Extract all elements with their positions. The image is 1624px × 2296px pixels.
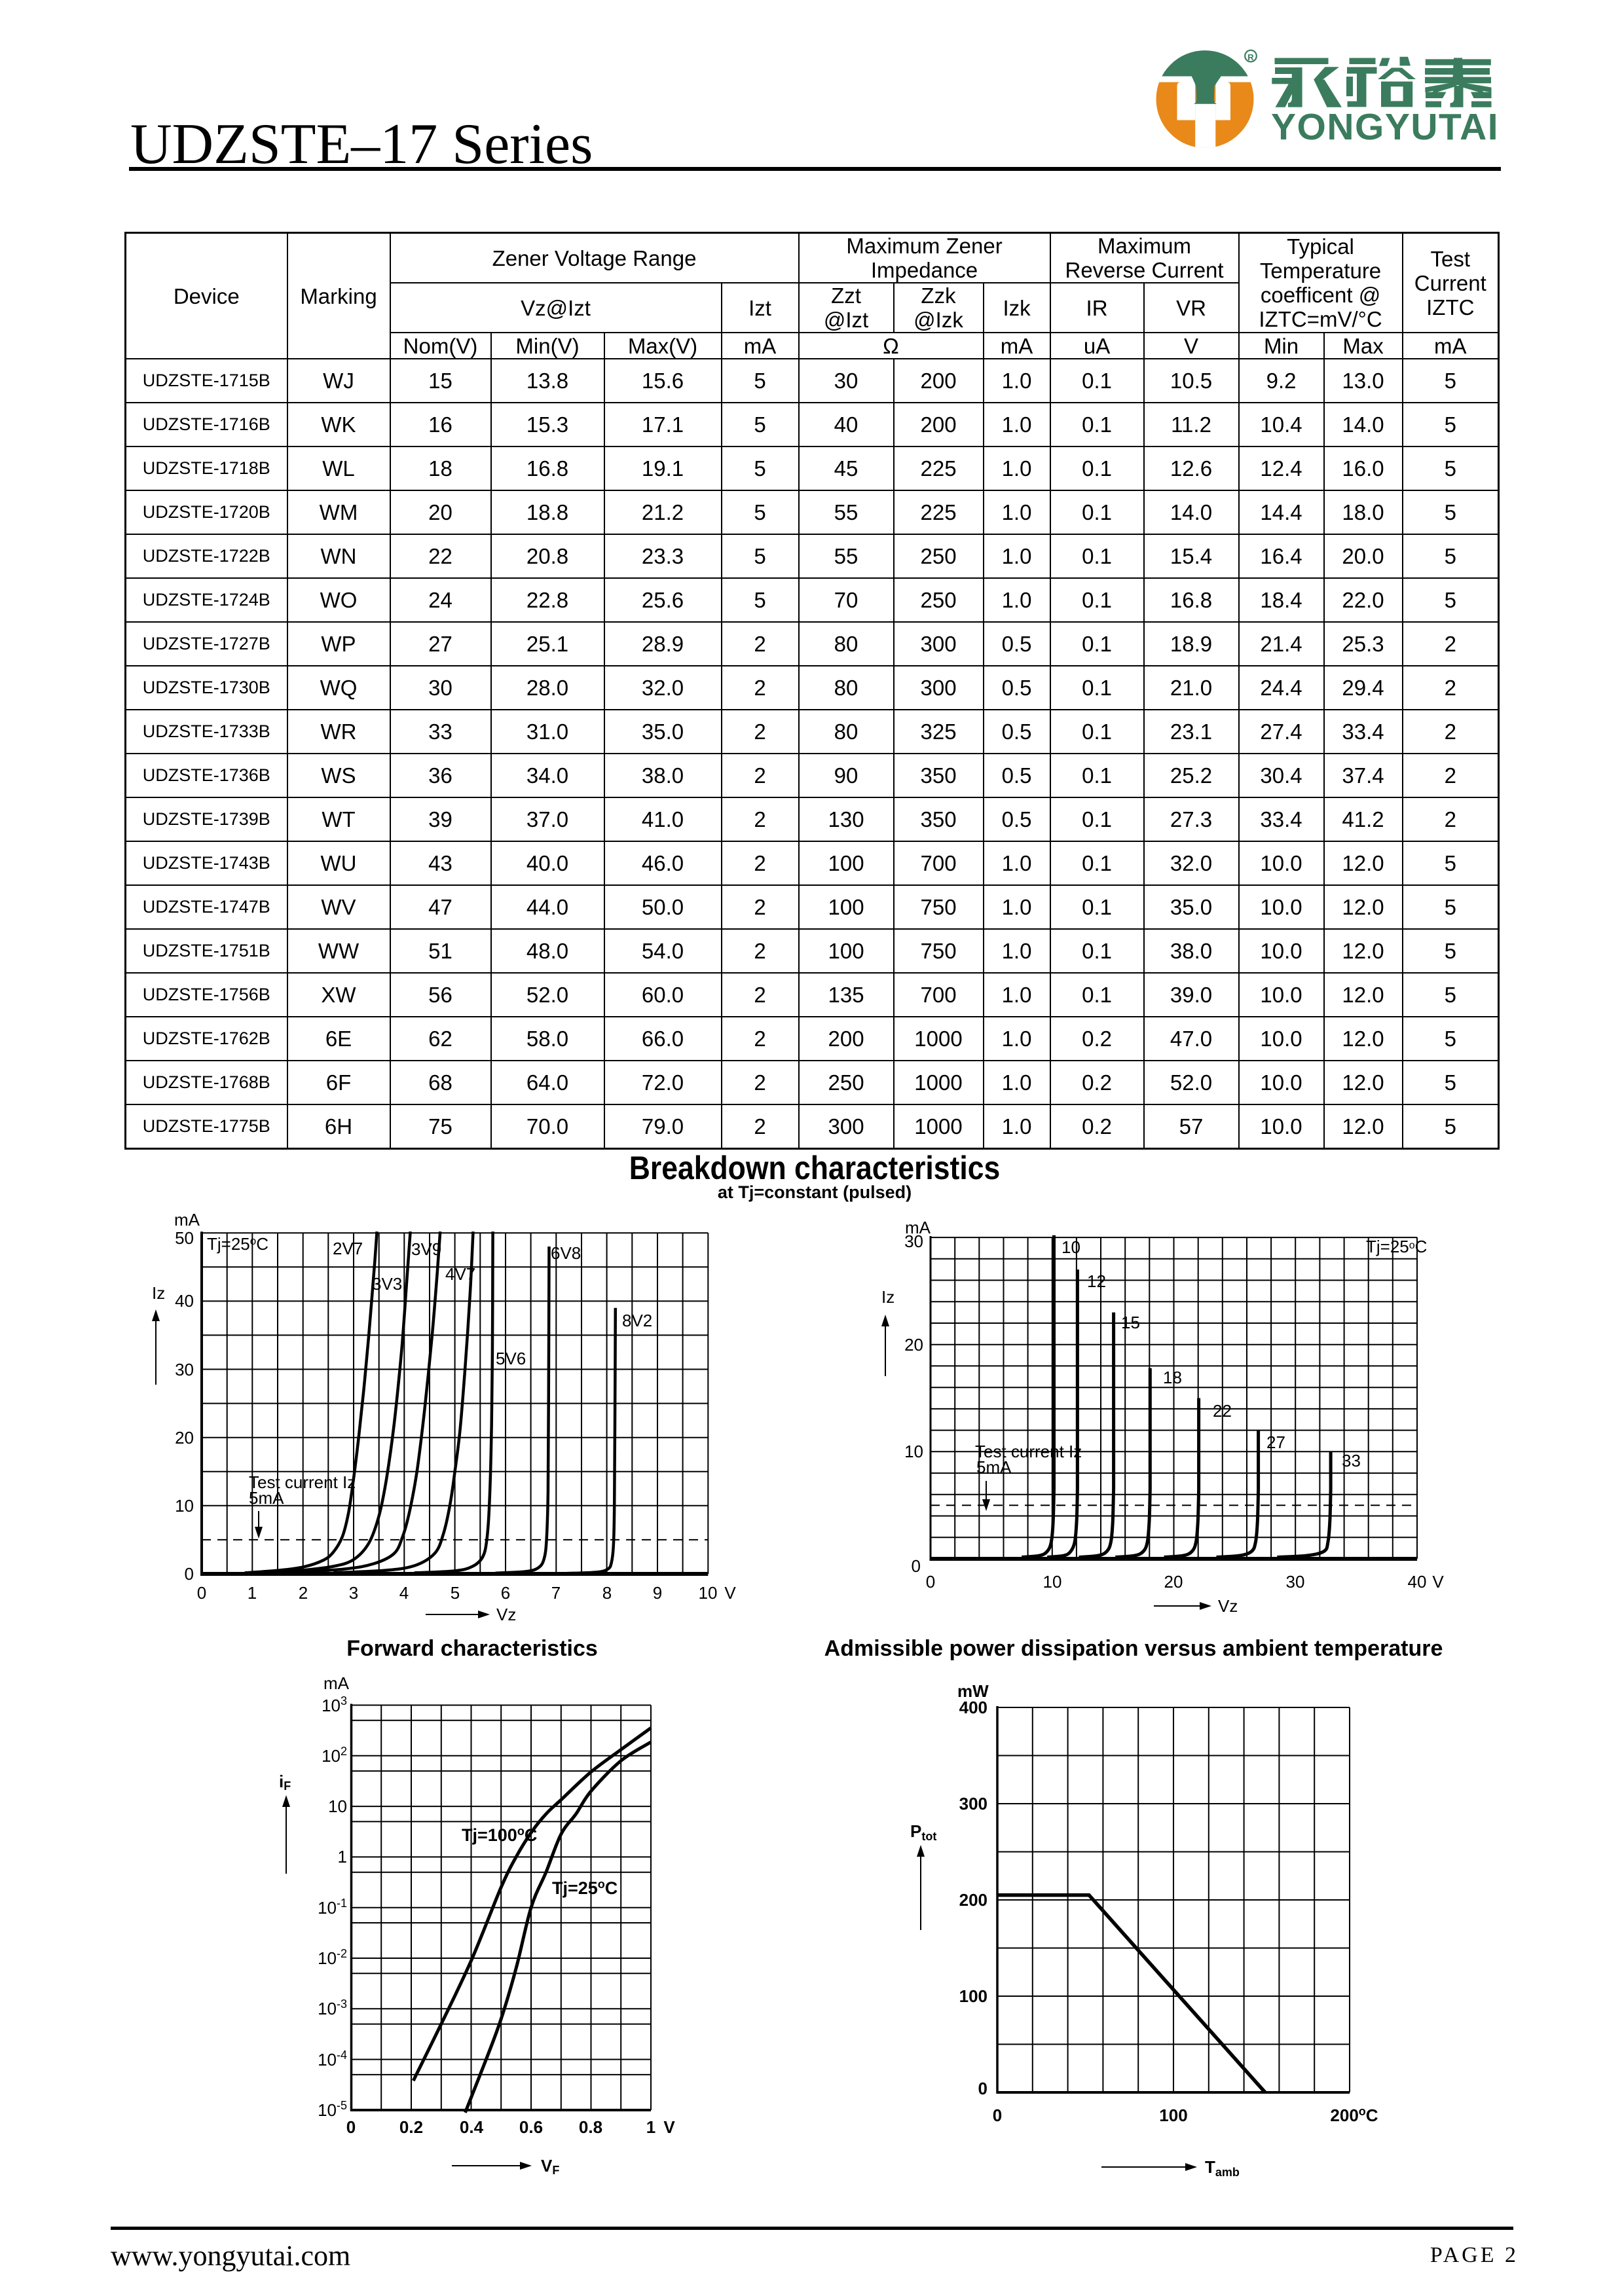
svg-text:5V6: 5V6 [496, 1349, 526, 1368]
svg-text:10: 10 [328, 1796, 347, 1816]
svg-text:27: 27 [1266, 1432, 1285, 1452]
svg-text:mA: mA [905, 1218, 931, 1237]
svg-text:10-5: 10-5 [318, 2099, 347, 2120]
svg-text:Ptot: Ptot [910, 1821, 936, 1843]
svg-text:1: 1 [646, 2117, 655, 2137]
svg-text:102: 102 [322, 1745, 347, 1766]
svg-text:10-4: 10-4 [318, 2049, 347, 2069]
svg-text:YONGYUTAI: YONGYUTAI [1271, 106, 1499, 148]
svg-text:12: 12 [1087, 1271, 1106, 1291]
svg-text:400: 400 [959, 1698, 987, 1717]
svg-text:10: 10 [699, 1583, 718, 1603]
svg-text:1: 1 [248, 1583, 257, 1603]
svg-text:8V2: 8V2 [622, 1311, 652, 1330]
svg-text:2V7: 2V7 [333, 1239, 363, 1258]
svg-text:8: 8 [602, 1583, 612, 1603]
svg-text:0: 0 [926, 1572, 935, 1592]
svg-text:100: 100 [959, 1986, 987, 2006]
svg-text:5mA: 5mA [976, 1457, 1012, 1477]
svg-text:mA: mA [323, 1673, 350, 1693]
svg-text:0: 0 [197, 1583, 206, 1603]
svg-text:18: 18 [1163, 1368, 1182, 1387]
svg-text:4: 4 [399, 1583, 409, 1603]
svg-text:Tj=25oC: Tj=25oC [207, 1234, 268, 1254]
svg-text:40: 40 [175, 1291, 194, 1311]
svg-text:20: 20 [1164, 1572, 1183, 1592]
svg-text:V: V [1432, 1572, 1444, 1592]
svg-text:V: V [663, 2117, 675, 2137]
svg-text:10: 10 [1043, 1572, 1062, 1592]
svg-text:7: 7 [551, 1583, 561, 1603]
svg-text:Tj=100oC: Tj=100oC [462, 1825, 537, 1845]
svg-text:0: 0 [346, 2117, 356, 2137]
svg-text:22: 22 [1213, 1401, 1232, 1421]
svg-text:10-1: 10-1 [318, 1897, 347, 1918]
svg-text:VF: VF [541, 2156, 559, 2177]
svg-text:200oC: 200oC [1330, 2105, 1378, 2125]
svg-text:6: 6 [501, 1583, 510, 1603]
svg-text:5: 5 [451, 1583, 460, 1603]
svg-text:iF: iF [279, 1772, 291, 1793]
svg-text:Test current Iz: Test current Iz [975, 1442, 1082, 1461]
svg-text:103: 103 [322, 1694, 347, 1715]
svg-text:100: 100 [1159, 2105, 1187, 2125]
svg-text:30: 30 [904, 1231, 923, 1251]
svg-text:0: 0 [185, 1564, 194, 1584]
svg-text:4V7: 4V7 [445, 1264, 475, 1284]
svg-text:V: V [724, 1583, 736, 1603]
svg-text:6V8: 6V8 [551, 1243, 581, 1263]
svg-text:0: 0 [978, 2079, 987, 2098]
svg-text:0: 0 [993, 2105, 1002, 2125]
svg-text:30: 30 [175, 1360, 194, 1379]
svg-text:Iz: Iz [881, 1287, 895, 1307]
svg-text:20: 20 [175, 1428, 194, 1448]
svg-text:Iz: Iz [152, 1283, 165, 1303]
svg-text:mW: mW [957, 1681, 989, 1701]
svg-text:15: 15 [1121, 1313, 1140, 1332]
svg-text:10: 10 [1061, 1237, 1080, 1257]
svg-text:9: 9 [653, 1583, 662, 1603]
svg-text:0: 0 [912, 1556, 921, 1576]
svg-text:200: 200 [959, 1890, 987, 1910]
svg-text:R: R [1247, 52, 1254, 62]
svg-text:Vz: Vz [496, 1605, 516, 1624]
svg-text:2: 2 [299, 1583, 308, 1603]
svg-text:0.2: 0.2 [399, 2117, 423, 2137]
svg-text:300: 300 [959, 1794, 987, 1813]
svg-text:3: 3 [349, 1583, 358, 1603]
svg-text:0.8: 0.8 [579, 2117, 602, 2137]
svg-text:5mA: 5mA [249, 1488, 284, 1508]
svg-text:50: 50 [175, 1228, 194, 1248]
svg-text:30: 30 [1286, 1572, 1305, 1592]
svg-text:Tj=25oC: Tj=25oC [1366, 1237, 1427, 1256]
svg-text:Test current Iz: Test current Iz [249, 1472, 356, 1492]
svg-text:Tamb: Tamb [1205, 2157, 1240, 2179]
svg-text:20: 20 [904, 1335, 923, 1355]
svg-text:3V3: 3V3 [372, 1274, 402, 1294]
svg-text:40: 40 [1408, 1572, 1427, 1592]
svg-text:0.4: 0.4 [460, 2117, 484, 2137]
svg-text:1: 1 [338, 1847, 347, 1867]
svg-text:10-2: 10-2 [318, 1947, 347, 1968]
svg-text:33: 33 [1342, 1451, 1361, 1470]
svg-text:Vz: Vz [1218, 1596, 1238, 1616]
svg-text:3V9: 3V9 [411, 1239, 441, 1259]
svg-text:mA: mA [174, 1210, 200, 1230]
svg-text:10: 10 [904, 1442, 923, 1461]
svg-text:10-3: 10-3 [318, 1997, 347, 2018]
svg-text:Tj=25oC: Tj=25oC [552, 1878, 618, 1898]
svg-text:0.6: 0.6 [519, 2117, 543, 2137]
svg-text:10: 10 [175, 1496, 194, 1516]
